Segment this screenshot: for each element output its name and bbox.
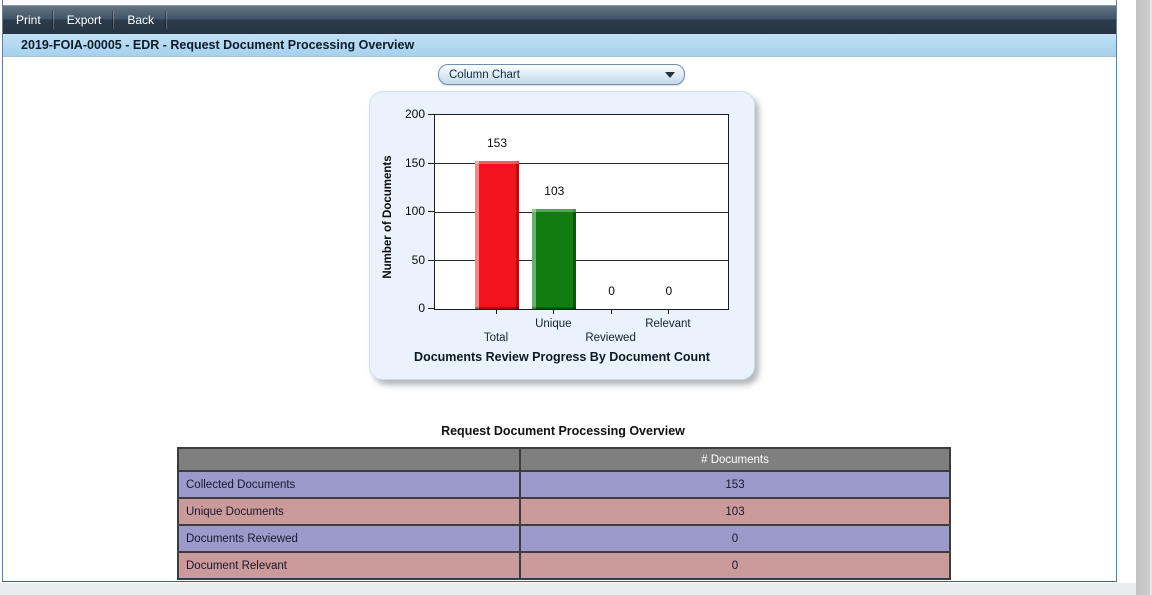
y-tick-label-150: 150 <box>404 155 425 170</box>
toolbar-export-button[interactable]: Export <box>54 6 115 34</box>
bar-value-total: 153 <box>486 136 508 150</box>
chart-type-selected-value: Column Chart <box>449 68 520 81</box>
gridline-50 <box>435 260 728 261</box>
x-category-label-reviewed: Reviewed <box>585 332 636 344</box>
bar-value-unique: 103 <box>544 184 565 198</box>
gridline-150 <box>435 163 728 164</box>
table-row: Documents Reviewed 0 <box>177 524 951 553</box>
row-label: Document Relevant <box>177 551 521 580</box>
toolbar-back-button[interactable]: Back <box>114 6 167 34</box>
y-tick-label-200: 200 <box>404 107 425 121</box>
bar-unique <box>532 209 577 309</box>
row-value: 153 <box>519 470 951 499</box>
bar-total <box>475 161 519 309</box>
chevron-down-icon <box>665 71 675 78</box>
row-label: Unique Documents <box>177 497 521 526</box>
row-label: Collected Documents <box>177 470 521 499</box>
x-category-label-relevant: Relevant <box>645 318 691 330</box>
x-tick-mark-total <box>496 309 497 314</box>
page-header-bar: 2019-FOIA-00005 - EDR - Request Document… <box>3 34 1116 57</box>
document-processing-table: # Documents Collected Documents 153 Unique… <box>177 447 951 580</box>
y-tick-mark-150 <box>428 162 435 164</box>
bar-value-relevant: 0 <box>665 284 673 298</box>
chart-type-dropdown[interactable]: Column Chart <box>438 64 685 85</box>
y-tick-label-0: 0 <box>418 301 425 315</box>
y-tick-mark-0 <box>428 308 435 309</box>
chart-x-axis-title: Documents Review Progress By Document Co… <box>414 350 710 364</box>
table-title: Request Document Processing Overview <box>441 424 685 438</box>
x-category-label-unique: Unique <box>535 318 572 330</box>
y-tick-label-50: 50 <box>411 252 425 267</box>
row-value: 103 <box>519 497 951 526</box>
toolbar: Print Export Back <box>3 5 1116 34</box>
x-tick-mark-unique <box>553 309 555 314</box>
x-category-label-total: Total <box>483 332 509 344</box>
bar-value-reviewed: 0 <box>608 284 615 298</box>
toolbar-print-button[interactable]: Print <box>3 6 54 34</box>
gridline-100 <box>435 211 728 213</box>
x-tick-mark-reviewed <box>610 309 612 314</box>
chart-plot-area: 153 103 0 0 <box>434 114 729 310</box>
row-value: 0 <box>519 551 951 580</box>
table-row: Unique Documents 103 <box>177 497 951 526</box>
row-label: Documents Reviewed <box>177 524 521 553</box>
scrollbar-edge <box>1150 0 1152 595</box>
y-tick-label-100: 100 <box>404 204 425 218</box>
application-window: Print Export Back 2019-FOIA-00005 - EDR - … <box>2 0 1117 582</box>
chart-panel: Number of Documents 153 103 0 0 Documents R… <box>369 91 755 380</box>
table-row: Collected Documents 153 <box>177 470 951 499</box>
table-header-documents: # Documents <box>519 447 951 472</box>
row-value: 0 <box>519 524 951 553</box>
top-gap <box>3 0 1116 5</box>
vertical-scrollbar[interactable] <box>1136 0 1150 595</box>
window-bottom-edge <box>0 583 1136 595</box>
page-title: 2019-FOIA-00005 - EDR - Request Document… <box>21 38 415 52</box>
y-tick-mark-100 <box>428 211 435 212</box>
x-tick-mark-relevant <box>667 309 669 314</box>
y-tick-mark-50 <box>428 259 435 261</box>
y-tick-mark-200 <box>428 114 435 115</box>
table-header-blank <box>177 447 521 472</box>
table-row: Document Relevant 0 <box>177 551 951 580</box>
